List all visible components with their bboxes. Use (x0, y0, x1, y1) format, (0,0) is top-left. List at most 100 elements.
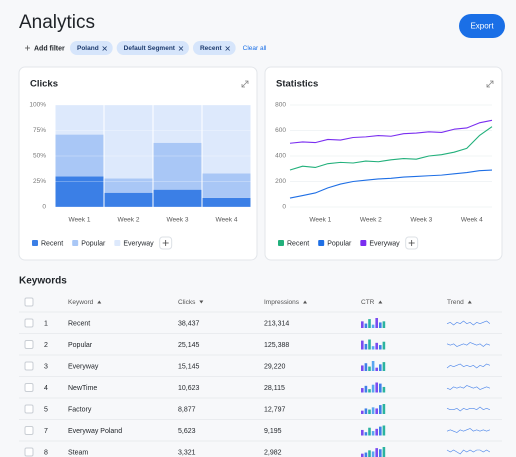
card-title: Statistics (276, 79, 318, 90)
x-tick-label: Week 3 (167, 217, 189, 224)
x-tick-label: Week 2 (360, 217, 382, 224)
bar-segment (104, 192, 153, 207)
row-checkbox[interactable] (24, 340, 34, 349)
column-header[interactable]: Trend (447, 299, 464, 306)
y-tick-label: 25% (33, 178, 46, 185)
keyword: Everyway Poland (68, 428, 122, 435)
clicks: 38,437 (178, 320, 200, 327)
row-checkbox[interactable] (24, 361, 34, 371)
ctr-bar (379, 364, 382, 371)
keyword: Everyway (68, 363, 99, 370)
ctr-bar (379, 426, 382, 436)
ctr-bar (382, 386, 386, 393)
clicks: 15,145 (178, 363, 200, 370)
chip-close-icon[interactable] (178, 46, 184, 51)
ctr-bar (368, 339, 371, 350)
ctr-bar (375, 428, 378, 436)
row-checkbox[interactable] (24, 318, 34, 328)
impressions: 28,115 (264, 385, 285, 392)
filter-chip-label: Recent (200, 45, 223, 52)
ctr-bar (368, 366, 371, 371)
clear-all[interactable]: Clear all (243, 45, 267, 52)
impressions: 125,388 (264, 342, 289, 349)
ctr-bar (364, 323, 368, 328)
ctr-bar (375, 342, 378, 350)
export-label[interactable]: Export (470, 22, 494, 31)
ctr-bar (379, 405, 382, 414)
legend-swatch (278, 240, 284, 246)
clicks: 8,877 (178, 406, 196, 413)
ctr-bar (371, 451, 375, 457)
row-number: 2 (44, 342, 48, 349)
ctr-bar (379, 383, 382, 393)
sort-icon[interactable] (303, 300, 308, 304)
expand-icon[interactable] (486, 80, 494, 88)
legend-label: Recent (287, 240, 309, 247)
legend-add-icon[interactable] (162, 240, 169, 246)
ctr-bar (382, 404, 386, 414)
legend-swatch (114, 240, 121, 246)
sort-icon[interactable] (467, 300, 472, 304)
ctr-bar (375, 408, 378, 414)
ctr-bar (361, 365, 364, 371)
keyword: Recent (68, 320, 90, 327)
ctr-bar (371, 407, 375, 414)
trend-line (446, 320, 491, 326)
legend-add-icon[interactable] (408, 240, 415, 246)
row-checkbox[interactable] (24, 404, 34, 414)
column-header[interactable]: Keyword (68, 299, 94, 306)
export-button[interactable] (459, 14, 505, 38)
filter-chip[interactable] (116, 41, 189, 55)
filter-chip[interactable] (192, 41, 236, 55)
add-filter[interactable]: Add filter (34, 45, 65, 52)
trend-line (446, 385, 491, 390)
filter-chip[interactable] (70, 41, 113, 55)
legend-label: Popular (81, 240, 106, 247)
ctr-bar (379, 449, 382, 457)
column-header[interactable]: CTR (361, 299, 375, 306)
impressions: 9,195 (264, 428, 282, 435)
ctr-bar (382, 447, 386, 457)
y-tick-label: 600 (275, 127, 286, 134)
bar-segment (153, 142, 202, 190)
sort-icon[interactable] (378, 300, 383, 304)
column-header[interactable]: Clicks (178, 299, 196, 306)
x-tick-label: Week 3 (410, 217, 432, 224)
line-series (289, 126, 493, 171)
ctr-bar (382, 362, 386, 371)
chip-close-icon[interactable] (225, 46, 230, 51)
sort-icon[interactable] (97, 300, 102, 304)
column-header[interactable]: Impressions (264, 299, 300, 306)
row-number: 4 (44, 385, 48, 392)
line-series (289, 119, 493, 144)
ctr-bar (371, 324, 375, 328)
ctr-bar (371, 384, 375, 393)
ctr-bar (361, 321, 364, 328)
header-checkbox[interactable] (24, 297, 34, 307)
ctr-bar (364, 432, 368, 436)
x-tick-label: Week 4 (461, 217, 483, 224)
row-number: 7 (44, 428, 48, 435)
bar-segment (55, 134, 104, 177)
filter-chip-label: Default Segment (124, 45, 176, 52)
row-checkbox[interactable] (24, 426, 34, 435)
row-checkbox[interactable] (24, 383, 34, 392)
y-tick-label: 0 (282, 204, 286, 211)
chip-close-icon[interactable] (102, 46, 107, 51)
ctr-bar (375, 448, 378, 457)
ctr-bar (379, 345, 382, 350)
bar-segment (104, 105, 153, 179)
row-checkbox[interactable] (24, 447, 34, 457)
y-tick-label: 0 (42, 204, 46, 211)
ctr-bar (368, 427, 371, 436)
impressions: 12,797 (264, 406, 286, 413)
keyword: Steam (68, 449, 88, 456)
expand-icon[interactable] (241, 80, 249, 88)
statistics-card (264, 66, 503, 261)
y-tick-label: 400 (275, 153, 286, 160)
ctr-bar (382, 321, 386, 328)
bar-segment (55, 176, 104, 207)
trend-line (446, 363, 491, 369)
sort-icon[interactable] (199, 300, 204, 304)
